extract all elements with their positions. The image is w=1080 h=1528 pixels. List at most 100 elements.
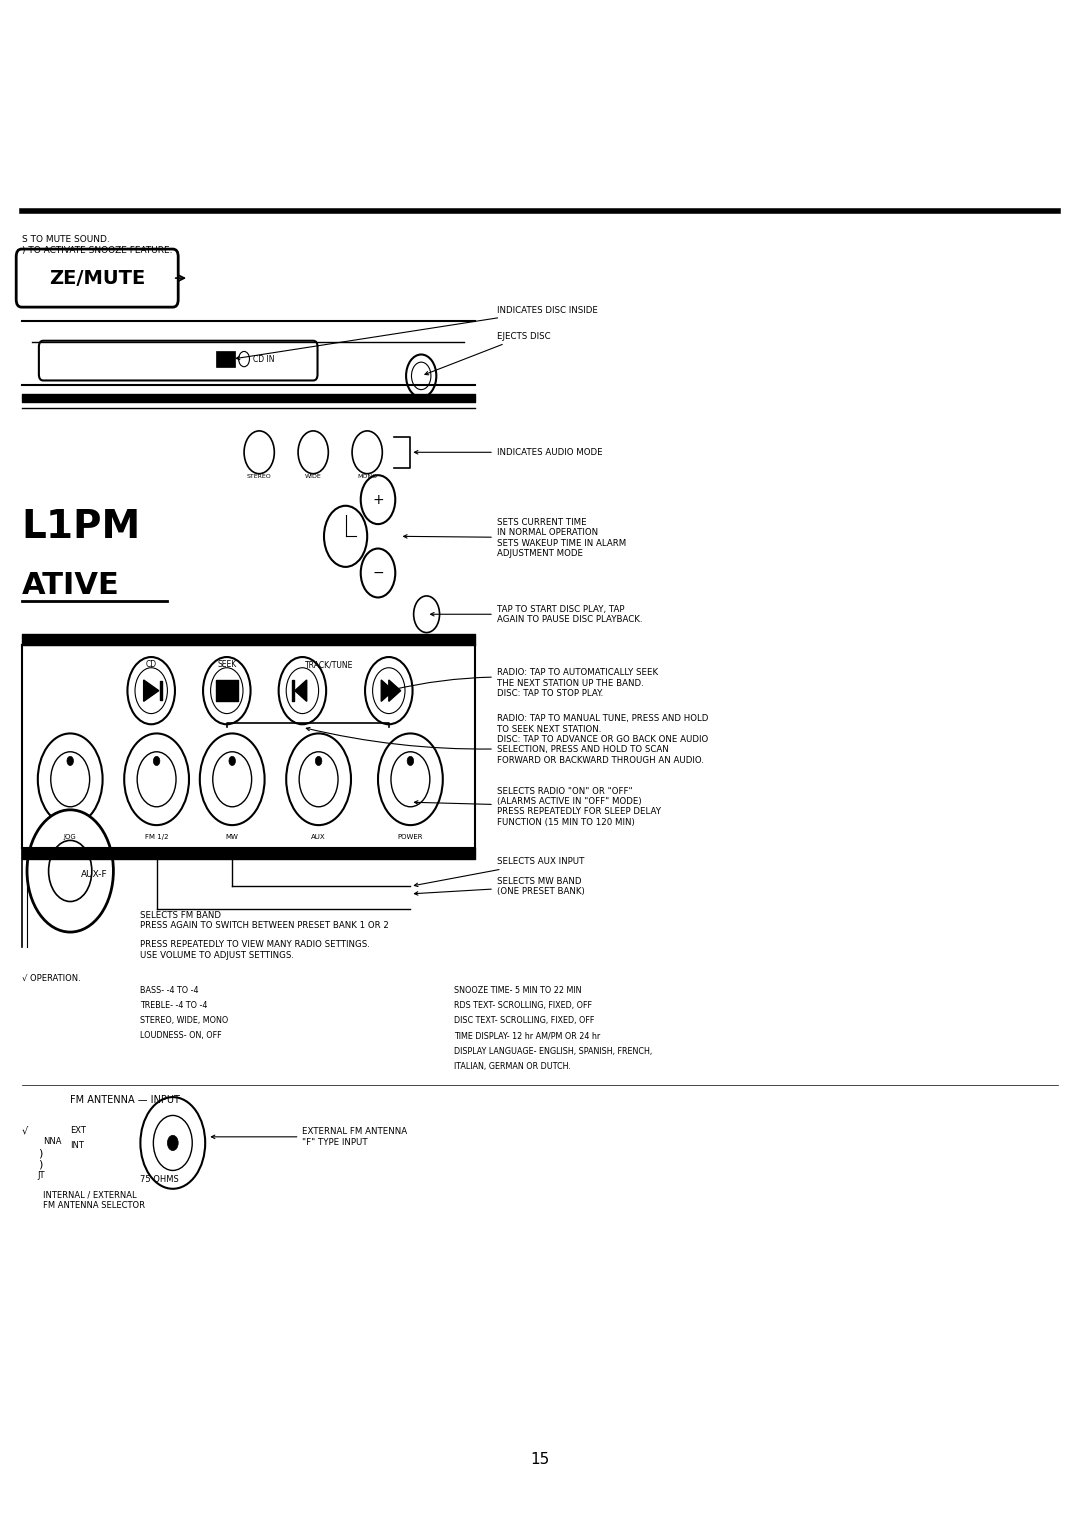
Text: SNOOZE TIME- 5 MIN TO 22 MIN: SNOOZE TIME- 5 MIN TO 22 MIN [454, 986, 581, 995]
Text: BASS- -4 TO -4: BASS- -4 TO -4 [140, 986, 199, 995]
Text: ZE/MUTE: ZE/MUTE [49, 269, 146, 287]
Circle shape [378, 733, 443, 825]
Circle shape [406, 354, 436, 397]
Circle shape [213, 752, 252, 807]
Circle shape [38, 733, 103, 825]
Text: JT: JT [38, 1170, 45, 1180]
Circle shape [51, 752, 90, 807]
Text: 15: 15 [530, 1452, 550, 1467]
Text: RADIO: TAP TO MANUAL TUNE, PRESS AND HOLD
TO SEEK NEXT STATION.
DISC: TAP TO ADV: RADIO: TAP TO MANUAL TUNE, PRESS AND HOL… [307, 714, 708, 766]
Text: SELECTS RADIO "ON" OR "OFF"
(ALARMS ACTIVE IN "OFF" MODE)
PRESS REPEATEDLY FOR S: SELECTS RADIO "ON" OR "OFF" (ALARMS ACTI… [415, 787, 661, 827]
FancyBboxPatch shape [39, 341, 318, 380]
Circle shape [361, 549, 395, 597]
Polygon shape [389, 680, 401, 701]
Circle shape [137, 752, 176, 807]
Circle shape [135, 668, 167, 714]
Text: TREBLE- -4 TO -4: TREBLE- -4 TO -4 [140, 1001, 207, 1010]
Circle shape [244, 431, 274, 474]
Text: ITALIAN, GERMAN OR DUTCH.: ITALIAN, GERMAN OR DUTCH. [454, 1062, 570, 1071]
Circle shape [27, 810, 113, 932]
Text: CD IN: CD IN [253, 354, 274, 364]
Text: S TO MUTE SOUND.: S TO MUTE SOUND. [22, 235, 109, 244]
Text: AUX-F: AUX-F [81, 869, 108, 879]
Text: FM ANTENNA SELECTOR: FM ANTENNA SELECTOR [43, 1201, 145, 1210]
Circle shape [352, 431, 382, 474]
Circle shape [373, 668, 405, 714]
Text: EJECTS DISC: EJECTS DISC [424, 332, 551, 374]
Text: SELECTS MW BAND
(ONE PRESET BANK): SELECTS MW BAND (ONE PRESET BANK) [415, 877, 584, 895]
Circle shape [167, 1135, 178, 1151]
Polygon shape [295, 680, 307, 701]
Text: TIME DISPLAY- 12 hr AM/PM OR 24 hr: TIME DISPLAY- 12 hr AM/PM OR 24 hr [454, 1031, 599, 1041]
Text: NNA: NNA [43, 1137, 62, 1146]
Circle shape [124, 733, 189, 825]
Text: EXTERNAL FM ANTENNA
"F" TYPE INPUT: EXTERNAL FM ANTENNA "F" TYPE INPUT [212, 1128, 407, 1146]
Text: SEEK: SEEK [217, 660, 237, 669]
Text: √: √ [22, 1126, 28, 1135]
Circle shape [153, 1115, 192, 1170]
Circle shape [414, 596, 440, 633]
Text: −: − [373, 565, 383, 581]
Polygon shape [144, 680, 159, 701]
Text: INDICATES AUDIO MODE: INDICATES AUDIO MODE [415, 448, 603, 457]
Text: TRACK/TUNE: TRACK/TUNE [306, 660, 353, 669]
Text: MW: MW [226, 834, 239, 840]
Circle shape [203, 657, 251, 724]
Text: INT: INT [70, 1141, 84, 1151]
Text: AUX: AUX [311, 834, 326, 840]
Text: POWER: POWER [397, 834, 423, 840]
Text: SETS CURRENT TIME
IN NORMAL OPERATION
SETS WAKEUP TIME IN ALARM
ADJUSTMENT MODE: SETS CURRENT TIME IN NORMAL OPERATION SE… [404, 518, 626, 558]
Circle shape [140, 1097, 205, 1189]
Text: CD: CD [146, 660, 157, 669]
Circle shape [49, 840, 92, 902]
Text: STEREO, WIDE, MONO: STEREO, WIDE, MONO [140, 1016, 229, 1025]
Text: DISPLAY LANGUAGE- ENGLISH, SPANISH, FRENCH,: DISPLAY LANGUAGE- ENGLISH, SPANISH, FREN… [454, 1047, 652, 1056]
Text: PRESS REPEATEDLY TO VIEW MANY RADIO SETTINGS.: PRESS REPEATEDLY TO VIEW MANY RADIO SETT… [140, 940, 370, 949]
Text: WIDE: WIDE [305, 474, 322, 480]
Text: INDICATES DISC INSIDE: INDICATES DISC INSIDE [237, 306, 597, 359]
Circle shape [286, 668, 319, 714]
Text: LOUDNESS- ON, OFF: LOUDNESS- ON, OFF [140, 1031, 222, 1041]
Circle shape [153, 756, 160, 766]
Text: JOG: JOG [64, 834, 77, 840]
Circle shape [211, 668, 243, 714]
Text: TAP TO START DISC PLAY, TAP
AGAIN TO PAUSE DISC PLAYBACK.: TAP TO START DISC PLAY, TAP AGAIN TO PAU… [431, 605, 643, 623]
Text: INTERNAL / EXTERNAL: INTERNAL / EXTERNAL [43, 1190, 137, 1199]
FancyBboxPatch shape [16, 249, 178, 307]
Circle shape [299, 752, 338, 807]
Text: USE VOLUME TO ADJUST SETTINGS.: USE VOLUME TO ADJUST SETTINGS. [140, 950, 295, 960]
Text: RDS TEXT- SCROLLING, FIXED, OFF: RDS TEXT- SCROLLING, FIXED, OFF [454, 1001, 592, 1010]
Circle shape [365, 657, 413, 724]
Circle shape [200, 733, 265, 825]
Circle shape [279, 657, 326, 724]
Text: ) TO ACTIVATE SNOOZE FEATURE.: ) TO ACTIVATE SNOOZE FEATURE. [22, 246, 172, 255]
Text: ): ) [38, 1160, 42, 1169]
Circle shape [298, 431, 328, 474]
Circle shape [324, 506, 367, 567]
Text: 75 OHMS: 75 OHMS [140, 1175, 179, 1184]
Text: SELECTS FM BAND: SELECTS FM BAND [140, 911, 221, 920]
Text: ATIVE: ATIVE [22, 571, 120, 599]
Text: STEREO: STEREO [247, 474, 271, 480]
Circle shape [127, 657, 175, 724]
Text: L1PM: L1PM [22, 509, 140, 545]
Text: EXT: EXT [70, 1126, 86, 1135]
Circle shape [391, 752, 430, 807]
Text: ): ) [38, 1149, 42, 1158]
Text: RADIO: TAP TO AUTOMATICALLY SEEK
THE NEXT STATION UP THE BAND.
DISC: TAP TO STOP: RADIO: TAP TO AUTOMATICALLY SEEK THE NEX… [393, 668, 658, 698]
Circle shape [361, 475, 395, 524]
Circle shape [239, 351, 249, 367]
Text: +: + [373, 492, 383, 507]
FancyBboxPatch shape [216, 351, 235, 367]
Text: MONO: MONO [357, 474, 377, 480]
Circle shape [411, 362, 431, 390]
Polygon shape [381, 680, 393, 701]
Circle shape [407, 756, 414, 766]
Text: SELECTS AUX INPUT: SELECTS AUX INPUT [415, 857, 584, 886]
Circle shape [67, 756, 73, 766]
Text: FM 1/2: FM 1/2 [145, 834, 168, 840]
Circle shape [229, 756, 235, 766]
Text: FM ANTENNA — INPUT: FM ANTENNA — INPUT [70, 1096, 180, 1105]
Text: DISC TEXT- SCROLLING, FIXED, OFF: DISC TEXT- SCROLLING, FIXED, OFF [454, 1016, 594, 1025]
Circle shape [286, 733, 351, 825]
